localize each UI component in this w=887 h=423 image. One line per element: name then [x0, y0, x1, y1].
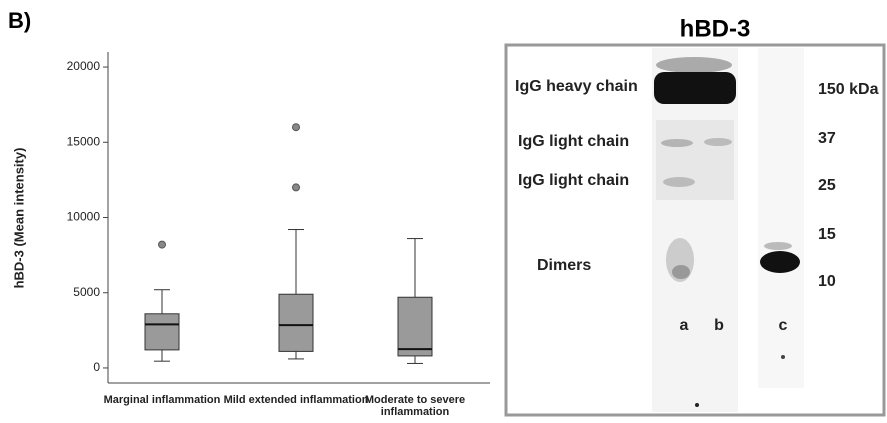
band: [656, 57, 732, 73]
band-label: IgG light chain: [518, 172, 629, 189]
band: [672, 265, 690, 279]
y-tick-label: 10000: [67, 210, 101, 224]
panel-label: B): [8, 8, 31, 33]
speck: [781, 355, 785, 359]
band-label: IgG heavy chain: [515, 78, 638, 95]
box: [278, 293, 314, 352]
y-tick-label: 0: [93, 360, 100, 374]
x-tick-label: Marginal inflammation: [103, 394, 221, 406]
band: [654, 72, 736, 104]
band: [764, 242, 792, 250]
box: [144, 313, 180, 351]
band-label: IgG light chain: [518, 133, 629, 150]
lane-label: a: [680, 317, 689, 334]
lane-strip: [652, 48, 738, 412]
y-axis-label: hBD-3 (Mean intensity): [11, 148, 26, 289]
blot-title: hBD-3: [680, 15, 751, 42]
y-tick-label: 5000: [73, 285, 100, 299]
marker-label: 25: [818, 177, 836, 194]
x-tick-label: Mild extended inflammation: [223, 394, 369, 406]
marker-label: 37: [818, 130, 836, 147]
marker-label: 15: [818, 226, 836, 243]
lane-strip: [758, 48, 804, 388]
y-tick-label: 20000: [67, 59, 101, 73]
outlier: [292, 123, 300, 132]
x-tick-label: Moderate to severe inflammation: [364, 394, 466, 418]
box: [397, 296, 433, 357]
lane-label: c: [779, 317, 788, 334]
outlier: [292, 183, 300, 192]
marker-label: 150 kDa: [818, 81, 879, 98]
y-tick-label: 15000: [67, 134, 101, 148]
band-label: Dimers: [537, 257, 591, 274]
band: [760, 251, 800, 273]
band: [663, 177, 695, 187]
lane-label: b: [714, 317, 724, 334]
smear: [656, 120, 734, 200]
outlier: [158, 240, 166, 249]
marker-label: 10: [818, 273, 836, 290]
speck: [695, 403, 699, 407]
